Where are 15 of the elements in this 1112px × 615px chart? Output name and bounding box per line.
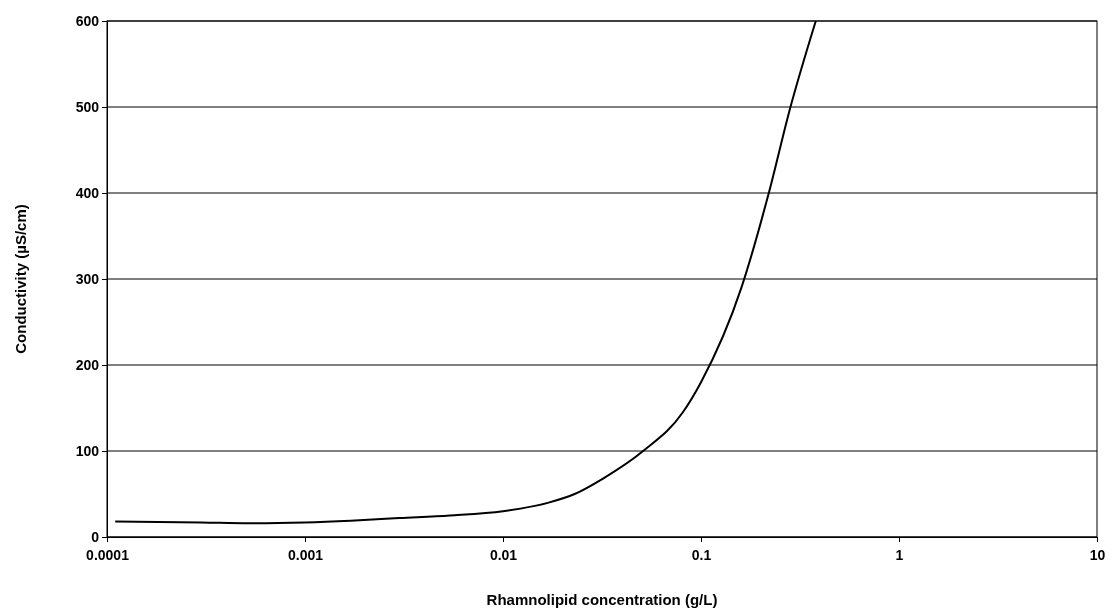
y-tick-label: 400 [75,184,100,201]
x-tick-label: 0.01 [489,547,518,564]
y-tick-label: 0 [91,528,100,545]
x-tick-label: 0.001 [287,547,324,564]
y-tick-label: 200 [75,356,100,373]
x-axis-title: Rhamnolipid concentration (g/L) [486,591,718,608]
y-tick-label: 500 [75,98,100,115]
y-tick-label: 100 [75,442,100,459]
x-tick-label: 0.0001 [86,547,130,564]
x-tick-label: 10 [1089,547,1106,564]
x-tick-label: 0.1 [691,547,712,564]
x-tick-label: 1 [895,547,904,564]
y-axis-title: Conductivity (µS/cm) [12,204,29,354]
y-tick-label: 600 [75,12,100,29]
y-tick-label: 300 [75,270,100,287]
